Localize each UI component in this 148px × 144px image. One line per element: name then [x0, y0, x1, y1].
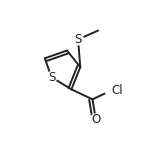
- Circle shape: [46, 72, 57, 83]
- Text: Cl: Cl: [111, 84, 123, 97]
- Circle shape: [73, 34, 83, 45]
- Circle shape: [105, 84, 117, 97]
- Circle shape: [90, 114, 101, 125]
- Text: O: O: [91, 113, 100, 126]
- Text: S: S: [74, 33, 82, 46]
- Text: S: S: [48, 71, 55, 84]
